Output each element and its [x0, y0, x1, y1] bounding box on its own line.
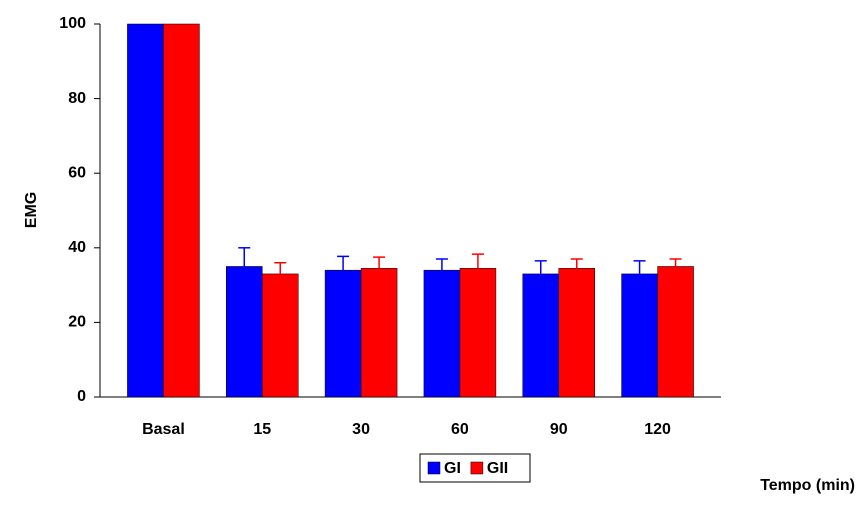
x-tick-label: 15 [253, 421, 271, 438]
bar [558, 268, 595, 398]
x-tick-label: 30 [352, 421, 370, 438]
legend-label: GI [444, 460, 461, 477]
bar [163, 23, 200, 398]
bar [127, 23, 164, 398]
bar [459, 268, 497, 398]
y-tick-label: 0 [77, 388, 86, 405]
x-tick-label: Basal [142, 421, 185, 438]
legend-label: GII [487, 460, 508, 477]
x-axis-label: Tempo (min) [760, 477, 855, 494]
bar [262, 273, 299, 398]
y-tick-label: 100 [59, 15, 86, 32]
x-tick-label: 90 [550, 421, 568, 438]
legend-swatch [427, 461, 441, 475]
bar [423, 269, 461, 398]
bar [360, 268, 398, 398]
x-tick-label: 60 [451, 421, 469, 438]
y-tick-label: 60 [68, 164, 86, 181]
x-tick-label: 120 [644, 421, 671, 438]
bar [226, 266, 263, 398]
bar [522, 273, 559, 398]
y-axis-label: EMG [23, 192, 40, 228]
bar [324, 269, 362, 398]
y-tick-label: 80 [68, 90, 86, 107]
bar [657, 266, 694, 398]
y-tick-label: 20 [68, 314, 86, 331]
legend-swatch [470, 461, 484, 475]
bar [621, 273, 658, 398]
y-tick-label: 40 [68, 239, 86, 256]
